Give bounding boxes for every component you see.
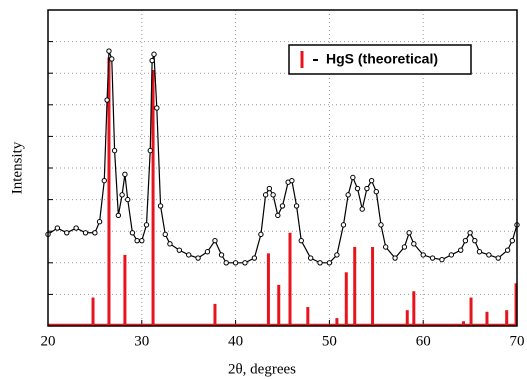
- x-tick-label: 40: [228, 333, 243, 349]
- data-point: [143, 222, 150, 228]
- data-point: [122, 171, 128, 178]
- y-axis-label: Intensity: [9, 141, 25, 194]
- data-point: [119, 192, 125, 198]
- data-point: [104, 97, 110, 103]
- data-line: [47, 50, 518, 264]
- x-tick-label: 70: [510, 333, 525, 349]
- data-point: [262, 192, 269, 198]
- data-point: [258, 231, 264, 238]
- data-point: [82, 230, 89, 236]
- data-point: [495, 255, 501, 261]
- data-point: [392, 255, 398, 261]
- data-point: [92, 230, 98, 236]
- data-point: [232, 260, 239, 266]
- plot-frame: [47, 9, 518, 327]
- data-point: [167, 241, 173, 247]
- data-point: [111, 147, 118, 154]
- data-point: [368, 177, 375, 184]
- data-point: [195, 255, 201, 261]
- data-point: [354, 185, 361, 192]
- data-point: [275, 212, 281, 219]
- data-point: [251, 255, 258, 261]
- data-point: [411, 241, 417, 247]
- x-tick-label: 50: [322, 333, 337, 349]
- data-point: [151, 51, 157, 57]
- data-point: [359, 206, 365, 212]
- data-point: [73, 225, 79, 231]
- data-point: [289, 177, 295, 184]
- data-point: [134, 237, 140, 244]
- data-point: [139, 237, 145, 244]
- data-point: [340, 222, 347, 228]
- data-point: [334, 252, 340, 258]
- data-point: [476, 249, 483, 255]
- data-point: [298, 237, 304, 244]
- data-point: [509, 237, 516, 244]
- data-point: [293, 203, 300, 209]
- data-point: [176, 247, 183, 253]
- data-point: [439, 256, 445, 263]
- data-point: [115, 212, 122, 219]
- data-point: [307, 255, 314, 261]
- data-point: [129, 230, 136, 236]
- data-point: [448, 252, 455, 258]
- data-point: [317, 260, 323, 266]
- data-point: [162, 231, 168, 238]
- data-point: [406, 230, 412, 236]
- data-point: [467, 230, 473, 236]
- data-point: [147, 147, 153, 154]
- legend-box: [288, 44, 472, 75]
- data-point: [223, 260, 229, 266]
- x-axis-label: 2θ, degrees: [228, 361, 296, 377]
- data-point: [345, 192, 351, 198]
- data-point: [157, 203, 164, 209]
- data-point: [458, 247, 464, 253]
- data-point: [186, 252, 192, 258]
- data-point: [364, 185, 370, 192]
- data-point: [378, 222, 384, 228]
- data-point: [279, 203, 286, 209]
- data-point: [101, 177, 107, 184]
- data-point: [64, 230, 70, 236]
- data-point: [149, 57, 155, 64]
- legend-label: HgS (theoretical): [326, 51, 438, 67]
- x-tick-label: 30: [134, 333, 149, 349]
- data-point: [350, 174, 356, 181]
- data-point: [204, 249, 211, 255]
- data-point: [212, 237, 218, 244]
- data-point: [462, 237, 469, 244]
- data-point: [429, 255, 436, 261]
- data-point: [96, 219, 103, 225]
- data-point: [54, 225, 61, 231]
- data-point: [242, 260, 248, 266]
- data-point: [486, 252, 492, 258]
- data-point: [106, 48, 112, 54]
- data-point: [154, 105, 160, 111]
- data-point: [472, 237, 478, 244]
- data-point: [109, 56, 115, 62]
- data-point: [420, 252, 426, 258]
- data-point: [326, 260, 333, 266]
- data-point: [373, 189, 379, 195]
- data-point: [218, 252, 225, 258]
- data-point: [270, 192, 276, 198]
- data-point: [382, 244, 389, 250]
- x-tick-label: 20: [41, 333, 56, 349]
- data-point: [125, 196, 131, 203]
- x-tick-label: 60: [416, 333, 431, 349]
- data-point: [504, 247, 511, 253]
- data-point: [266, 185, 273, 192]
- data-point: [401, 244, 408, 250]
